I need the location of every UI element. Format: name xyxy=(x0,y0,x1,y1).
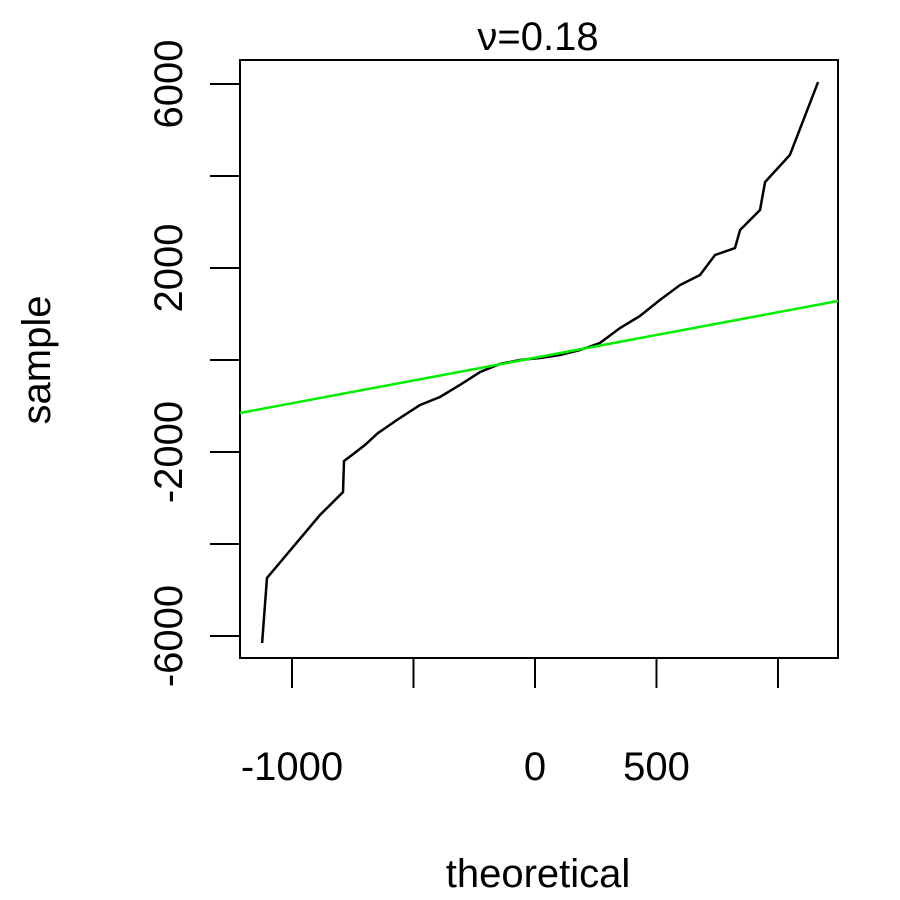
x-tick-label: 0 xyxy=(524,745,546,789)
plot-frame xyxy=(239,59,839,659)
data-line xyxy=(239,299,839,415)
chart-title: ν=0.18 xyxy=(477,15,598,59)
y-tick-label: -2000 xyxy=(147,401,191,503)
y-tick-label: 2000 xyxy=(147,224,191,313)
x-tick-label: 500 xyxy=(623,745,690,789)
y-tick-label: 6000 xyxy=(147,40,191,129)
y-tick-label: -6000 xyxy=(147,585,191,687)
x-axis-label: theoretical xyxy=(446,852,631,896)
y-axis-label: sample xyxy=(15,296,59,425)
x-tick-label: -1000 xyxy=(241,745,343,789)
data-line xyxy=(260,81,820,644)
